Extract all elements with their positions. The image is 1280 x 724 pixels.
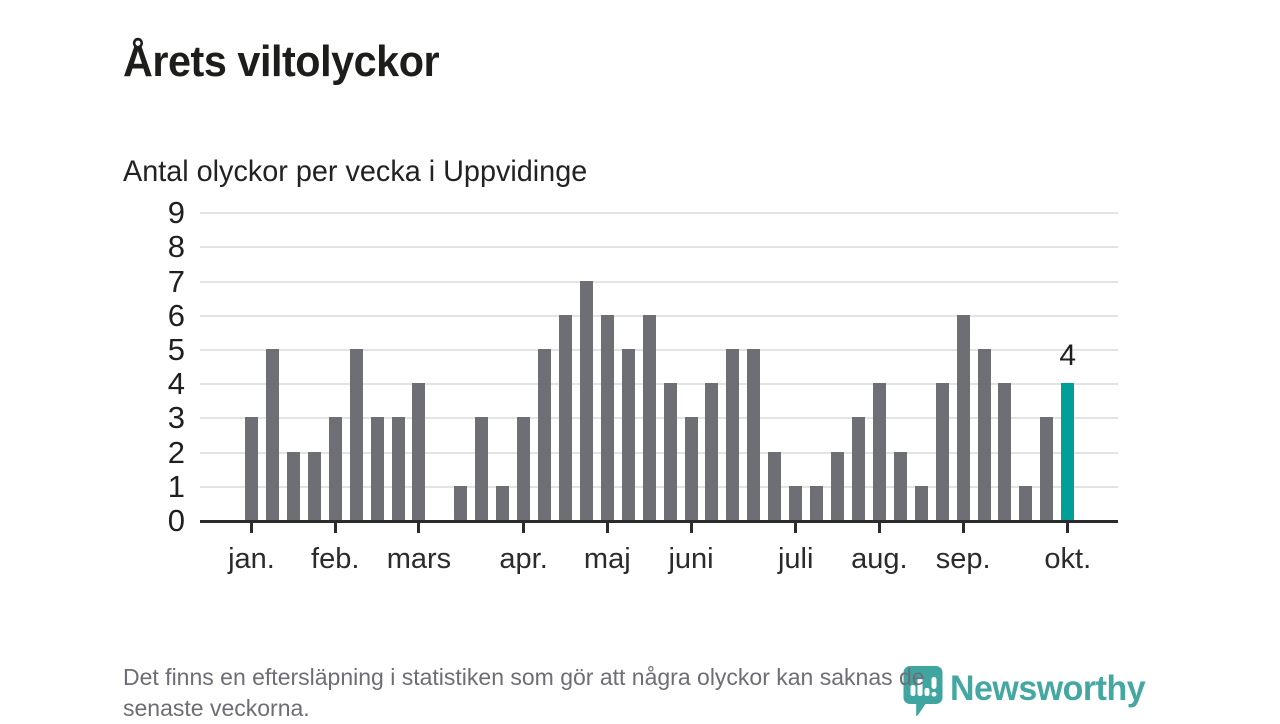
gridline-y2	[200, 451, 1118, 454]
gridline-y6	[200, 314, 1118, 317]
gridline-y5	[200, 349, 1118, 351]
bar-week-3	[286, 451, 300, 520]
x-axis-label-juli: juli	[777, 543, 814, 575]
bar-week-15	[538, 349, 552, 520]
y-axis-label-1: 1	[167, 468, 185, 504]
bar-week-1	[245, 417, 258, 520]
bar-week-28	[810, 485, 824, 520]
gridline-y7	[200, 280, 1118, 283]
bar-week-35	[956, 314, 970, 520]
bar-week-31	[872, 383, 886, 520]
newsworthy-logo-icon	[903, 665, 944, 724]
x-axis-tick-sep	[961, 523, 965, 533]
bar-week-5	[328, 417, 342, 520]
x-axis-tick-juni	[689, 523, 693, 533]
x-axis-label-apr: apr.	[499, 543, 548, 575]
bar-week-34	[935, 383, 949, 520]
bar-week-32	[893, 451, 907, 520]
gridline-y4	[200, 383, 1118, 386]
y-axis-label-6: 6	[167, 297, 185, 333]
x-axis-label-feb: feb.	[311, 543, 360, 575]
gridline-y1	[200, 485, 1118, 488]
y-axis-label-2: 2	[167, 434, 185, 470]
footnote: Det finns en eftersläpning i statistiken…	[123, 662, 925, 724]
y-axis-label-8: 8	[167, 229, 185, 265]
bar-week-8	[391, 417, 405, 520]
bar-week-39	[1040, 417, 1054, 520]
footnote-line-2: senaste veckorna.	[123, 695, 310, 721]
x-axis-label-okt: okt.	[1044, 543, 1092, 575]
bar-week-21	[663, 383, 677, 520]
x-axis-tick-apr	[522, 523, 526, 533]
chart-subtitle: Antal olyckor per vecka i Uppvidinge	[123, 154, 588, 188]
bar-week-23	[705, 383, 719, 520]
bar-week-36	[977, 349, 991, 520]
y-axis-label-9: 9	[167, 195, 185, 231]
y-axis-label-0: 0	[167, 503, 185, 538]
y-axis-label-5: 5	[167, 332, 185, 367]
highlight-value-label: 4	[1059, 339, 1077, 373]
bar-week-37	[998, 383, 1012, 520]
bar-week-26	[768, 451, 782, 520]
x-axis-tick-feb	[333, 523, 337, 533]
x-axis-label-aug: aug.	[851, 543, 908, 575]
bar-week-29	[831, 451, 845, 520]
bar-week-11	[454, 485, 468, 520]
y-axis-label-3: 3	[167, 400, 185, 436]
bar-week-7	[370, 417, 384, 520]
bar-week-27	[789, 485, 803, 520]
x-axis-label-juni: juni	[668, 543, 714, 575]
bar-week-6	[349, 349, 363, 520]
x-axis-label-mars: mars	[386, 543, 452, 575]
bar-week-20	[642, 314, 656, 520]
bar-week-38	[1019, 485, 1033, 520]
x-axis-tick-aug	[877, 523, 881, 533]
bar-week-18	[600, 314, 614, 520]
y-axis-label-4: 4	[167, 366, 185, 402]
x-axis-line	[200, 520, 1118, 523]
x-axis-label-jan: jan.	[228, 543, 275, 575]
bar-week-25	[747, 349, 761, 520]
bar-week-33	[914, 485, 928, 520]
bar-week-17	[579, 280, 593, 520]
x-axis-tick-jan	[250, 523, 253, 533]
bar-week-22	[684, 417, 698, 520]
x-axis-tick-okt	[1066, 523, 1070, 533]
x-axis-tick-mars	[417, 523, 421, 533]
x-axis-tick-maj	[605, 523, 609, 533]
bar-week-4	[307, 451, 321, 520]
bar-week-24	[726, 349, 740, 520]
y-axis-label-7: 7	[167, 263, 185, 299]
bar-week-40	[1061, 383, 1075, 520]
gridline-y3	[200, 417, 1118, 420]
x-axis-tick-juli	[794, 523, 798, 533]
bar-week-19	[621, 349, 635, 520]
bar-week-14	[517, 417, 531, 520]
bar-week-30	[851, 417, 865, 520]
page-title: Årets viltolyckor	[123, 37, 440, 87]
bar-week-13	[496, 485, 510, 520]
bar-week-9	[412, 383, 426, 520]
newsworthy-logo-wordmark: Newsworthy	[950, 669, 1146, 708]
bar-week-16	[558, 314, 572, 520]
x-axis-label-maj: maj	[583, 543, 631, 575]
bar-week-2	[265, 349, 279, 520]
footnote-line-1: Det finns en eftersläpning i statistiken…	[123, 664, 925, 690]
gridline-y8	[200, 246, 1118, 249]
gridline-y9	[200, 212, 1118, 215]
bar-week-12	[475, 417, 489, 520]
x-axis-label-sep: sep.	[935, 543, 991, 575]
